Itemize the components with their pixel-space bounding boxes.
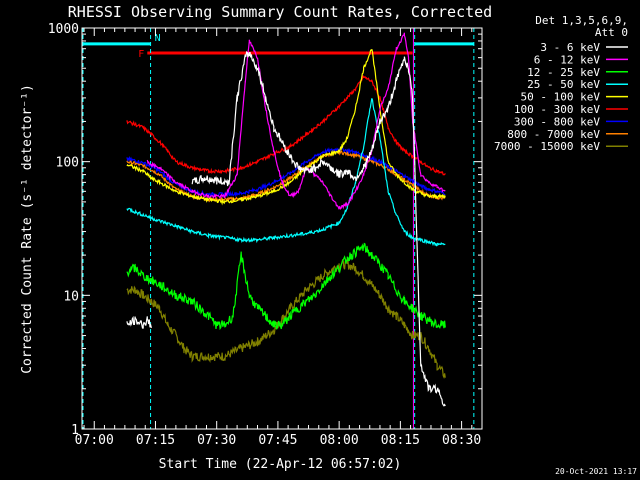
chart-title: RHESSI Observing Summary Count Rates, Co…: [68, 3, 492, 21]
series-line: [126, 258, 446, 379]
y-tick-label: 1000: [48, 22, 79, 37]
legend-entry-label: 25 - 50 keV: [527, 78, 600, 91]
annotation-layer: FN: [82, 28, 475, 429]
x-tick-label: 08:15: [381, 433, 420, 448]
x-tick-label: 07:15: [136, 433, 175, 448]
legend-entry-label: 12 - 25 keV: [527, 66, 600, 79]
plot-frame: [81, 27, 483, 430]
series-line: [126, 74, 446, 176]
y-tick-label: 100: [56, 156, 79, 171]
y-tick-label: 1: [71, 423, 79, 438]
legend-title-line-1: Det 1,3,5,6,9,: [535, 14, 628, 27]
plot-area: FN: [82, 28, 475, 429]
x-tick-label: 08:00: [320, 433, 359, 448]
legend-entry-label: 100 - 300 keV: [514, 103, 600, 116]
footer-timestamp: 20-Oct-2021 13:17: [555, 467, 637, 476]
x-axis: 07:00 07:15 07:30 07:45 08:00 08:15 08:30: [75, 28, 483, 448]
y-axis: 1 10 100 1000: [48, 22, 482, 438]
series-layer: [126, 32, 446, 407]
legend-entry-label: 50 - 100 keV: [521, 91, 601, 104]
x-tick-label: 07:00: [75, 433, 114, 448]
series-line: [126, 51, 446, 407]
night-flag-label: N: [155, 33, 161, 44]
y-tick-label: 10: [63, 289, 79, 304]
x-tick-label: 07:45: [258, 433, 297, 448]
series-line: [126, 49, 446, 206]
series-line: [146, 32, 446, 210]
x-axis-label: Start Time (22-Apr-12 06:57:02): [159, 457, 402, 472]
flare-flag-label: F: [138, 49, 144, 60]
y-axis-label: Corrected Count Rate (s⁻¹ detector⁻¹): [20, 84, 35, 374]
legend-title-line-2: Att 0: [595, 26, 628, 39]
legend-entry-label: 6 - 12 keV: [534, 53, 601, 66]
series-line: [126, 98, 446, 247]
x-tick-label: 07:30: [197, 433, 236, 448]
legend-entry-label: 800 - 7000 keV: [507, 128, 600, 141]
legend-entry-label: 7000 - 15000 keV: [494, 140, 600, 153]
x-tick-label: 08:30: [442, 433, 481, 448]
series-line: [126, 242, 446, 331]
legend-entry-label: 3 - 6 keV: [540, 41, 600, 54]
legend-entry-label: 300 - 800 keV: [514, 115, 600, 128]
